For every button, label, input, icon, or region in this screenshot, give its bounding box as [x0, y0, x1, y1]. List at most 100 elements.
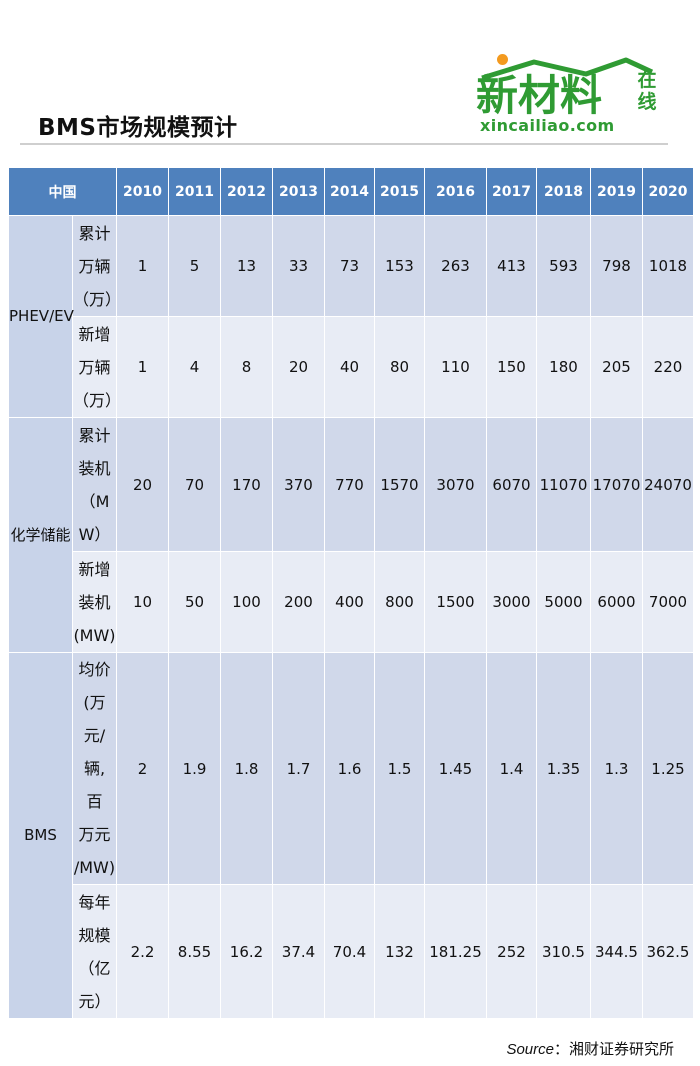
value-cell: 1.9	[168, 652, 221, 885]
metric-label-line: 规模	[78, 925, 111, 945]
value-cell: 1.7	[272, 652, 325, 885]
header-year: 2016	[424, 167, 487, 216]
logo-main-text: 新材料	[476, 71, 603, 120]
value-cell: 24070	[642, 417, 694, 552]
header-year: 2013	[272, 167, 325, 216]
value-cell: 73	[324, 215, 375, 317]
value-cell: 16.2	[220, 884, 273, 1019]
roof-icon	[481, 57, 654, 81]
metric-label-line: 累计	[78, 425, 111, 445]
header-year: 2020	[642, 167, 694, 216]
metric-label-line: 万辆	[78, 357, 111, 377]
value-cell: 80	[374, 316, 425, 418]
header-year: 2014	[324, 167, 375, 216]
metric-cell: 每年 规模 （亿 元）	[72, 884, 117, 1019]
value-cell: 263	[424, 215, 487, 317]
metric-label-line: W）	[78, 524, 111, 544]
metric-cell: 均价 (万 元/辆, 百万元/MW)	[72, 652, 117, 885]
metric-label-line: （万）	[73, 390, 122, 410]
value-cell: 37.4	[272, 884, 325, 1019]
metric-label-line: 百	[86, 792, 103, 811]
value-cell: 5	[168, 215, 221, 317]
table-row: 新增 万辆 （万） 1 4 8 20 40 80 110 150 180 205 220	[9, 316, 694, 418]
value-cell: 2	[116, 652, 169, 885]
value-cell: 1.25	[642, 652, 694, 885]
metric-cell: 新增万辆 （万）	[72, 316, 122, 418]
value-cell: 33	[272, 215, 325, 317]
value-cell: 370	[272, 417, 325, 552]
value-cell: 150	[486, 316, 537, 418]
value-cell: 70	[168, 417, 221, 552]
value-cell: 344.5	[590, 884, 643, 1019]
header-year: 2017	[486, 167, 537, 216]
value-cell: 4	[168, 316, 221, 418]
value-cell: 11070	[536, 417, 591, 552]
value-cell: 362.5	[642, 884, 694, 1019]
value-cell: 310.5	[536, 884, 591, 1019]
metric-cell: 累计 万辆 （万）	[72, 215, 122, 317]
value-cell: 8.55	[168, 884, 221, 1019]
header-year: 2011	[168, 167, 221, 216]
value-cell: 6070	[486, 417, 537, 552]
source-note: Source：湘财证券研究所	[506, 1038, 674, 1059]
metric-cell: 新增 装机 (MW)	[72, 551, 117, 653]
value-cell: 1.6	[324, 652, 375, 885]
value-cell: 7000	[642, 551, 694, 653]
value-cell: 6000	[590, 551, 643, 653]
header-year: 2018	[536, 167, 591, 216]
title-divider	[20, 143, 668, 145]
metric-label-line: /MW)	[73, 858, 116, 877]
value-cell: 1.8	[220, 652, 273, 885]
metric-label-line: 均价	[78, 660, 111, 679]
category-cell: PHEV/EV	[8, 215, 74, 418]
value-cell: 252	[486, 884, 537, 1019]
value-cell: 70.4	[324, 884, 375, 1019]
value-cell: 17070	[590, 417, 643, 552]
table-row: BMS 均价 (万 元/辆, 百万元/MW) 2 1.9 1.8 1.7 1.6 1.5 1.45 1.…	[8, 652, 694, 1019]
metric-label-line: 装机	[78, 458, 111, 478]
value-cell: 110	[424, 316, 487, 418]
metric-label-line: （万）	[73, 289, 122, 309]
value-cell: 180	[536, 316, 591, 418]
metric-label-line: 万元	[78, 825, 111, 844]
value-cell: 50	[168, 551, 221, 653]
value-cell: 1018	[642, 215, 694, 317]
header-corner: 中国	[8, 167, 117, 216]
value-cell: 40	[324, 316, 375, 418]
value-cell: 1	[116, 215, 169, 317]
value-cell: 8	[220, 316, 273, 418]
value-cell: 10	[116, 551, 169, 653]
metric-label-line: （亿	[78, 958, 111, 978]
header-year: 2012	[220, 167, 273, 216]
header-year: 2019	[590, 167, 643, 216]
metric-label-line: (MW)	[73, 625, 116, 645]
value-cell: 593	[536, 215, 591, 317]
value-cell: 400	[324, 551, 375, 653]
value-cell: 13	[220, 215, 273, 317]
value-cell: 1500	[424, 551, 487, 653]
value-cell: 132	[374, 884, 425, 1019]
table-row: PHEV/EV 累计 万辆 （万） 1 5 13 33 73 153 263 413 593 798 101…	[8, 215, 694, 418]
table-row: 新增 装机 (MW) 10 50 100 200 400 800 1500 3000 5000 6000…	[9, 551, 694, 653]
bms-market-table: 中国 2010 2011 2012 2013 2014 2015 2016 20…	[8, 167, 694, 1019]
metric-label-line: 新增	[78, 324, 111, 344]
value-cell: 3070	[424, 417, 487, 552]
value-cell: 1.5	[374, 652, 425, 885]
metric-label-line: 辆,	[83, 759, 106, 778]
value-cell: 200	[272, 551, 325, 653]
logo-dot-icon	[497, 54, 508, 65]
metric-label-line: (万	[83, 693, 106, 712]
value-cell: 1	[116, 316, 169, 418]
metric-label-line: 累计	[78, 223, 111, 243]
value-cell: 413	[486, 215, 537, 317]
value-cell: 153	[374, 215, 425, 317]
value-cell: 170	[220, 417, 273, 552]
value-cell: 1.45	[424, 652, 487, 885]
page-title: BMS市场规模预计	[38, 115, 238, 141]
value-cell: 1.4	[486, 652, 537, 885]
value-cell: 100	[220, 551, 273, 653]
value-cell: 1570	[374, 417, 425, 552]
metric-cell: 累计 装机 （M W）	[72, 417, 117, 552]
header-year: 2010	[116, 167, 169, 216]
metric-label-line: 元）	[78, 991, 111, 1011]
